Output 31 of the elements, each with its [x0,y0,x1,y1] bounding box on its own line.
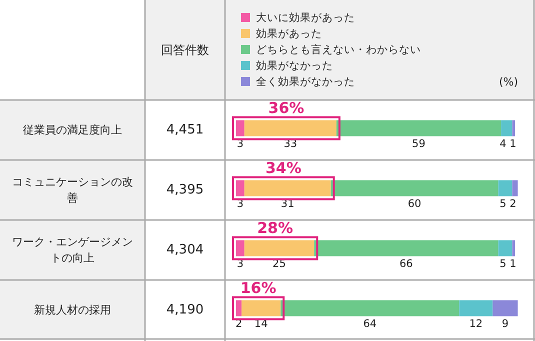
text: 回答件数 [161,43,209,57]
annotation: 28% [257,219,294,238]
legend-label: 効果がなかった [256,59,333,72]
data-label: 5 [500,258,506,270]
text: 4,304 [166,242,204,258]
y-tick-label: ワーク・エンゲージメントの向上 [12,236,133,264]
data-label: 9 [502,318,509,330]
annotation: 34% [265,159,302,178]
y-tick-label: 従業員の満足度向上 [23,124,122,136]
data-label: 64 [363,318,377,330]
annotation: 36% [268,99,304,118]
annotation: 16% [240,279,276,298]
y-tick-label: 新規人材の採用 [34,304,111,316]
data-label: 5 [500,198,506,210]
legend-label: どちらとも言えない・わからない [256,43,421,56]
data-label: 60 [408,198,422,210]
data-label: 66 [400,258,414,270]
legend-label: 効果があった [256,27,322,40]
data-label: 59 [412,138,426,150]
data-label: 4 [500,138,507,150]
text: 4,190 [166,302,204,318]
legend-label: 全く効果がなかった [256,75,355,88]
y-tick-label: コミュニケーションの改善 [12,176,133,204]
x-axis-title: (%) [498,76,518,88]
data-label: 2 [510,198,516,210]
text: 4,395 [166,182,204,198]
data-label: 1 [510,138,516,150]
legend-label: 大いに効果があった [256,11,355,24]
text: 4,451 [166,122,204,138]
data-label: 1 [510,258,516,270]
data-label: 12 [469,318,483,330]
